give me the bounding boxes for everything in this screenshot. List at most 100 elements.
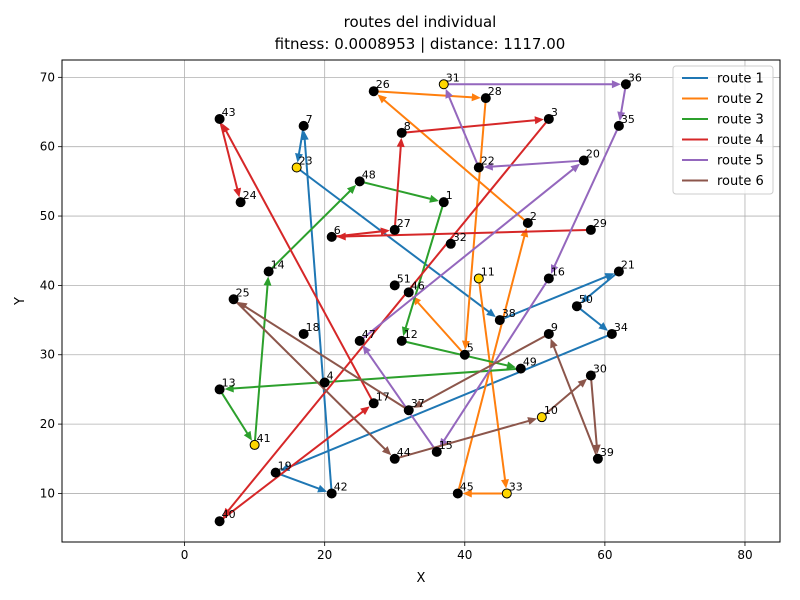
customer-node [214, 113, 225, 124]
route-arrowhead [501, 479, 509, 489]
node-label: 17 [376, 390, 390, 403]
route-arrowhead [380, 227, 390, 236]
chart-title: routes del individual [344, 13, 497, 31]
route-segment [489, 159, 584, 168]
customer-node [459, 349, 470, 360]
customer-node [326, 488, 337, 499]
route-series [218, 116, 591, 522]
node-label: 25 [236, 286, 250, 299]
legend: route 1 route 2 route 3 route 4 route 5 route… [672, 65, 774, 195]
node-label: 8 [404, 120, 411, 133]
route-segment [417, 333, 550, 406]
route-segment [232, 298, 388, 452]
route-segment [499, 274, 610, 321]
node-label: 31 [446, 71, 460, 84]
route-arrowhead [233, 187, 242, 198]
customer-node [396, 127, 407, 138]
grid [62, 60, 780, 542]
plot-frame [61, 59, 781, 543]
node-label: 33 [509, 480, 523, 493]
route-segment [297, 125, 305, 157]
node-label: 51 [397, 272, 411, 285]
route-arrowhead [445, 88, 453, 99]
customer-node [298, 328, 309, 339]
node-label: 46 [411, 279, 425, 292]
x-axis-label: X [417, 571, 426, 586]
route-arrowhead [604, 273, 615, 281]
customer-node [389, 224, 400, 235]
node-label: 34 [614, 321, 628, 334]
customer-node [319, 377, 330, 388]
customer-node [389, 280, 400, 291]
route-segment [267, 188, 353, 273]
node-label: 23 [299, 154, 313, 167]
node-label: 11 [481, 265, 495, 278]
customer-node [298, 120, 309, 131]
route-segment [401, 118, 538, 134]
route-segment [218, 118, 239, 192]
route-segment [589, 375, 598, 448]
depot-node [291, 162, 302, 173]
y-tick-label: 40 [40, 278, 55, 292]
route-arrowhead [527, 417, 538, 425]
customer-node [613, 120, 624, 131]
route-arrowhead [617, 111, 626, 121]
node-label: 47 [362, 328, 376, 341]
route-segment [303, 136, 333, 494]
customer-node [214, 384, 225, 395]
route-segment [552, 125, 620, 269]
route-segment [359, 180, 434, 201]
route-segment [456, 233, 527, 494]
node-label: 44 [397, 446, 411, 459]
route-arrowhead [592, 444, 601, 454]
route-segment [223, 128, 375, 404]
route-arrowhead [396, 137, 405, 148]
node-label: 16 [551, 265, 565, 278]
customer-node [494, 315, 505, 326]
route-arrowhead [377, 94, 387, 104]
node-label: 5 [467, 342, 474, 355]
node-label: 7 [306, 113, 313, 126]
customer-node [522, 217, 533, 228]
route-segment [219, 409, 366, 522]
route-arrowhead [486, 308, 496, 318]
node-label: 37 [411, 397, 425, 410]
customer-node [606, 328, 617, 339]
node-label: 48 [362, 168, 376, 181]
node-label: 27 [397, 217, 411, 230]
legend-label: route 2 [717, 92, 764, 107]
customer-node [368, 86, 379, 97]
route-segment [359, 166, 576, 342]
customer-node [235, 197, 246, 208]
route-arrowhead [346, 184, 357, 195]
node-label: 20 [586, 148, 600, 161]
route-series [218, 180, 521, 445]
nodes [214, 79, 631, 527]
node-label: 36 [628, 71, 642, 84]
chart-subtitle: fitness: 0.0008953 | distance: 1117.00 [275, 35, 566, 53]
node-label: 41 [257, 432, 271, 445]
node-label: 10 [544, 404, 558, 417]
route-segment [551, 343, 599, 460]
route-arrowhead [243, 430, 252, 441]
route-arrowhead [471, 93, 481, 102]
node-label: 29 [593, 217, 607, 230]
customer-node [438, 197, 449, 208]
customer-node [431, 446, 442, 457]
route-segment [342, 228, 591, 238]
y-tick-label: 30 [40, 348, 55, 362]
customer-node [326, 231, 337, 242]
route-series [373, 90, 529, 498]
node-label: 12 [404, 328, 418, 341]
node-label: 3 [551, 106, 558, 119]
node-label: 4 [327, 369, 334, 382]
route-segment [218, 388, 250, 437]
customer-node [396, 335, 407, 346]
route-series [275, 125, 620, 494]
node-label: 19 [278, 460, 292, 473]
customer-node [480, 93, 491, 104]
customer-node [515, 363, 526, 374]
route-segment [477, 278, 507, 483]
route-series [232, 298, 601, 460]
